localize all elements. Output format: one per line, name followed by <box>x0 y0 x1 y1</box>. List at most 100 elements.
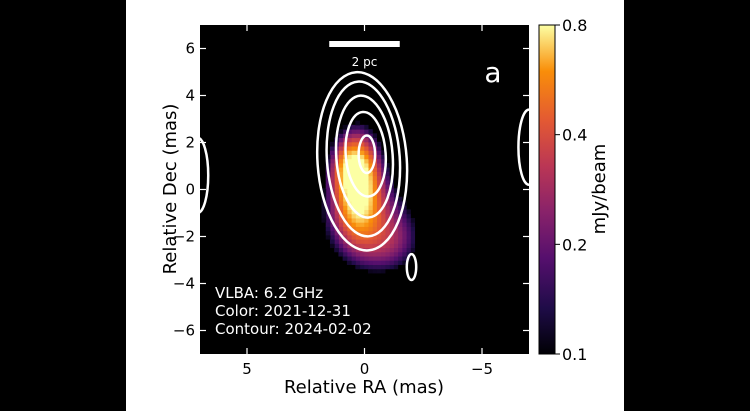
intensity-pixel <box>338 196 344 202</box>
intensity-pixel <box>338 247 344 253</box>
intensity-pixel <box>397 230 403 236</box>
intensity-pixel <box>401 205 407 210</box>
intensity-pixel <box>384 251 390 257</box>
intensity-pixel <box>376 150 382 155</box>
intensity-pixel <box>372 222 377 227</box>
intensity-pixel <box>368 150 373 155</box>
intensity-pixel <box>351 260 356 265</box>
intensity-pixel <box>334 192 339 198</box>
intensity-pixel <box>368 230 373 236</box>
intensity-pixel <box>393 205 399 210</box>
intensity-pixel <box>346 133 352 139</box>
intensity-pixel <box>355 179 361 185</box>
intensity-pixel <box>359 234 365 240</box>
intensity-pixel <box>351 213 356 219</box>
intensity-pixel <box>397 256 403 261</box>
y-axis-label: Relative Dec (mas) <box>160 104 181 275</box>
intensity-pixel <box>389 226 394 232</box>
intensity-pixel <box>346 230 352 236</box>
intensity-pixel <box>325 196 331 202</box>
intensity-pixel <box>368 196 373 202</box>
intensity-pixel <box>410 239 416 244</box>
intensity-pixel <box>372 239 377 244</box>
x-axis-label: Relative RA (mas) <box>284 377 444 398</box>
intensity-pixel <box>368 213 373 219</box>
intensity-pixel <box>376 243 382 249</box>
intensity-pixel <box>329 146 335 151</box>
intensity-pixel <box>355 234 361 240</box>
intensity-pixel <box>355 184 361 189</box>
intensity-pixel <box>329 213 335 219</box>
intensity-pixel <box>346 141 352 147</box>
intensity-pixel <box>325 188 331 194</box>
intensity-pixel <box>384 201 390 206</box>
intensity-pixel <box>363 251 369 257</box>
intensity-pixel <box>372 201 377 206</box>
intensity-pixel <box>351 201 356 206</box>
intensity-pixel <box>359 146 365 151</box>
intensity-pixel <box>325 192 331 198</box>
intensity-pixel <box>351 192 356 198</box>
intensity-pixel <box>376 264 382 270</box>
intensity-pixel <box>368 251 373 257</box>
intensity-pixel <box>342 226 348 232</box>
intensity-pixel <box>346 217 352 223</box>
colorbar-ticks: 0.1 0.2 0.4 0.8 <box>555 16 587 364</box>
intensity-pixel <box>393 217 399 223</box>
y-axis-ticks: 6 4 2 0 −2 −4 −6 <box>173 40 529 340</box>
intensity-pixel <box>359 226 365 232</box>
intensity-pixel <box>351 158 356 164</box>
intensity-pixel <box>338 188 344 194</box>
intensity-pixel <box>384 217 390 223</box>
contour-line <box>344 110 388 198</box>
intensity-pixel <box>380 158 386 164</box>
intensity-pixel <box>384 264 390 270</box>
intensity-pixel <box>346 137 352 143</box>
intensity-pixel <box>338 243 344 249</box>
intensity-pixel <box>368 146 373 151</box>
intensity-pixel <box>346 146 352 151</box>
intensity-pixel <box>342 234 348 240</box>
intensity-pixel <box>325 226 331 232</box>
intensity-pixel <box>351 222 356 227</box>
intensity-pixel <box>368 188 373 194</box>
intensity-pixel <box>355 158 361 164</box>
intensity-pixel <box>342 230 348 236</box>
intensity-pixel <box>355 137 361 143</box>
colorbar-label: mJy/beam <box>589 144 610 235</box>
intensity-pixel <box>351 154 356 160</box>
intensity-pixel <box>334 217 339 223</box>
intensity-pixel <box>384 230 390 236</box>
intensity-pixel <box>355 251 361 257</box>
intensity-pixel <box>376 162 382 168</box>
intensity-pixel <box>334 222 339 227</box>
intensity-pixel <box>389 260 394 265</box>
intensity-pixel <box>351 167 356 172</box>
intensity-pixel <box>334 175 339 181</box>
intensity-pixel <box>363 213 369 219</box>
intensity-pixel <box>359 205 365 210</box>
intensity-pixel <box>334 239 339 244</box>
intensity-pixel <box>342 209 348 215</box>
intensity-pixel <box>372 256 377 261</box>
intensity-pixel <box>368 162 373 168</box>
intensity-pixel <box>397 205 403 210</box>
intensity-pixel <box>346 226 352 232</box>
intensity-pixel <box>342 175 348 181</box>
intensity-pixel <box>351 239 356 244</box>
intensity-pixel <box>406 209 411 215</box>
intensity-pixel <box>389 251 394 257</box>
intensity-pixel <box>342 256 348 261</box>
intensity-pixel <box>329 141 335 147</box>
intensity-pixel <box>346 209 352 215</box>
intensity-pixel <box>346 150 352 155</box>
intensity-pixel <box>321 188 327 194</box>
intensity-pixel <box>384 247 390 253</box>
intensity-pixel <box>359 171 365 177</box>
intensity-pixel <box>346 129 352 134</box>
intensity-pixel <box>338 251 344 257</box>
intensity-pixel <box>334 213 339 219</box>
intensity-pixel <box>368 171 373 177</box>
intensity-pixel <box>359 124 365 130</box>
intensity-pixel <box>380 201 386 206</box>
